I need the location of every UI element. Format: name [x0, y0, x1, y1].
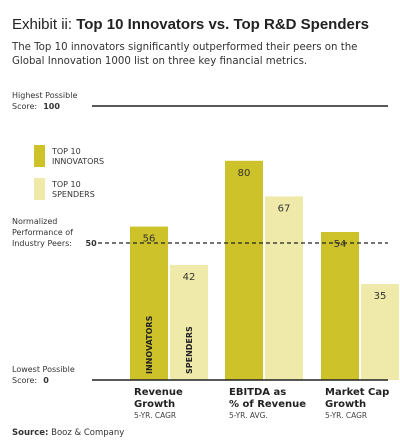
bar-value-label: 56 — [143, 234, 156, 245]
source-label: Source: — [12, 428, 49, 438]
y-annotation-label: Score: — [12, 102, 37, 111]
category-subtitle: 5-YR. CAGR — [325, 411, 367, 420]
y-annotation-value: 100 — [43, 102, 60, 111]
legend-label: SPENDERS — [52, 190, 95, 199]
bar-value-label: 67 — [278, 203, 291, 214]
bar-value-label: 80 — [238, 168, 251, 179]
y-annotation-label: Normalized — [12, 217, 57, 226]
bar-spenders — [265, 196, 303, 380]
source-text: Booz & Company — [51, 428, 125, 438]
legend-swatch — [34, 145, 45, 167]
bar-spenders — [170, 264, 208, 380]
exhibit-label: Exhibit ii: — [12, 16, 73, 33]
legend-label: INNOVATORS — [52, 157, 104, 166]
y-annotation-label: Score: — [12, 376, 37, 385]
category-title: Market Cap — [325, 387, 389, 398]
chart-title: Exhibit ii: Top 10 Innovators vs. Top R&… — [12, 16, 369, 33]
bar-spenders — [361, 284, 399, 380]
category-title: Growth — [325, 399, 366, 410]
bar-innovators — [225, 160, 263, 380]
y-annotation-label: Performance of — [12, 228, 73, 237]
y-annotation-label: Highest Possible — [12, 91, 77, 100]
bar-innovators — [321, 232, 359, 380]
y-annotation-value: 0 — [43, 376, 49, 385]
legend-label: TOP 10 — [51, 147, 81, 156]
legend-swatch — [34, 178, 45, 200]
y-annotation-label: Industry Peers: — [12, 239, 72, 248]
bar-value-label: 42 — [183, 272, 196, 283]
title-text: Top 10 Innovators vs. Top R&D Spenders — [76, 16, 370, 33]
bar-innovators — [130, 226, 168, 380]
category-title: EBITDA as — [229, 387, 286, 398]
y-annotation-label: Lowest Possible — [12, 365, 75, 374]
bar-value-label: 54 — [334, 239, 347, 250]
chart-subtitle: The Top 10 innovators significantly outp… — [12, 42, 358, 67]
legend-label: TOP 10 — [51, 180, 81, 189]
category-title: % of Revenue — [229, 399, 306, 410]
bar-value-label: 35 — [374, 291, 387, 302]
bar-series-label: INNOVATORS — [145, 315, 154, 374]
category-subtitle: 5-YR. AVG. — [229, 411, 268, 420]
category-title: Growth — [134, 399, 175, 410]
category-subtitle: 5-YR. CAGR — [134, 411, 176, 420]
y-annotation-value: 50 — [86, 239, 98, 248]
category-title: Revenue — [134, 387, 183, 398]
bar-series-label: SPENDERS — [185, 326, 194, 374]
source-note: Source: Booz & Company — [12, 428, 124, 438]
